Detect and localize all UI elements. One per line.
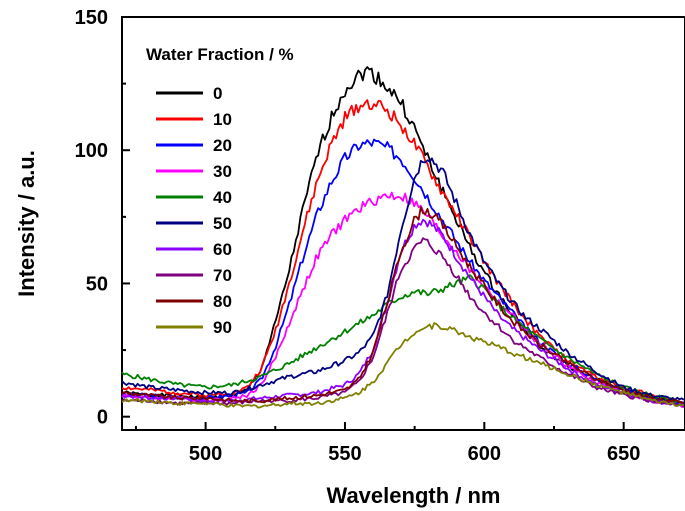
axes-layer bbox=[121, 16, 685, 431]
legend-label: 70 bbox=[213, 266, 232, 285]
series-line-0 bbox=[121, 66, 685, 405]
legend-label: 80 bbox=[213, 292, 232, 311]
x-tick-label: 550 bbox=[328, 443, 361, 465]
legend-label: 40 bbox=[213, 188, 232, 207]
legend-label: 50 bbox=[213, 214, 232, 233]
legend-title: Water Fraction / % bbox=[146, 45, 294, 64]
legend-label: 10 bbox=[213, 110, 232, 129]
x-tick-label: 600 bbox=[468, 443, 501, 465]
series-line-40 bbox=[121, 274, 685, 406]
y-axis-label: Intensity / a.u. bbox=[14, 150, 39, 297]
legend: 0 10 20 30 40 50 60 70 80 90 bbox=[156, 84, 232, 337]
y-tick-label: 0 bbox=[97, 407, 108, 429]
series-line-50 bbox=[121, 157, 685, 401]
x-tick-label: 650 bbox=[607, 443, 640, 465]
series-layer bbox=[121, 66, 685, 409]
series-line-10 bbox=[121, 99, 685, 405]
series-line-80 bbox=[121, 206, 685, 404]
series-line-90 bbox=[121, 322, 684, 409]
plot-frame bbox=[121, 16, 685, 431]
series-line-20 bbox=[121, 138, 685, 405]
y-tick-label: 100 bbox=[75, 140, 108, 162]
y-tick-label: 150 bbox=[75, 7, 108, 29]
legend-label: 20 bbox=[213, 136, 232, 155]
legend-label: 30 bbox=[213, 162, 232, 181]
x-axis-label: Wavelength / nm bbox=[327, 483, 501, 508]
legend-label: 90 bbox=[213, 318, 232, 337]
y-tick-label: 50 bbox=[86, 273, 108, 295]
legend-label: 60 bbox=[213, 240, 232, 259]
legend-label: 0 bbox=[213, 84, 222, 103]
x-tick-label: 500 bbox=[189, 443, 222, 465]
